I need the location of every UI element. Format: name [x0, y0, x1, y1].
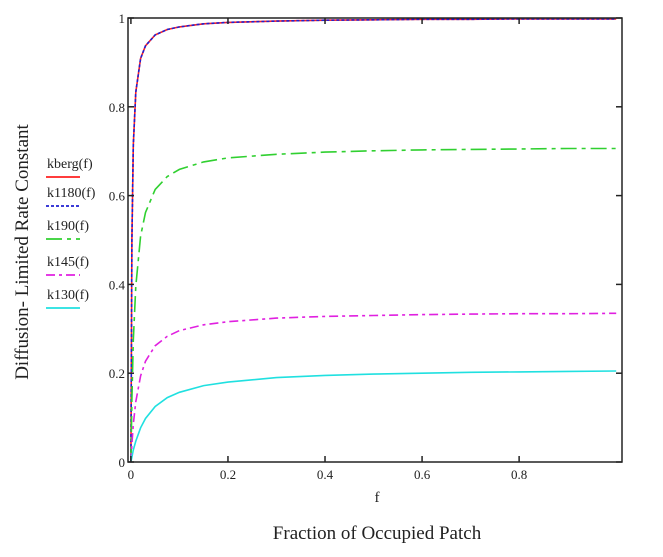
- series-line-k145f: [130, 312, 617, 463]
- x-axis-label-description: Fraction of Occupied Patch: [273, 523, 482, 544]
- y-tick-label: 1: [119, 11, 126, 26]
- y-tick-label: 0.8: [109, 100, 125, 115]
- x-tick-label: 0: [128, 467, 135, 482]
- series-lines: [130, 18, 617, 463]
- legend-label: k130(f): [47, 288, 89, 303]
- x-tick-label: 0.2: [220, 467, 236, 482]
- x-tick-label: 0.4: [317, 467, 334, 482]
- legend: kberg(f) k1180(f) k190(f) k145(f) k130(f): [46, 157, 96, 309]
- y-tick-label: 0.4: [109, 277, 126, 292]
- y-tick-label: 0: [119, 455, 126, 470]
- legend-label: kberg(f): [47, 157, 93, 172]
- y-tick-label: 0.6: [109, 189, 126, 204]
- x-axis-label: f: [375, 490, 380, 506]
- legend-label: k190(f): [47, 219, 89, 234]
- series-line-kbergf: [130, 18, 617, 463]
- ticks: 0 0.2 0.4 0.6 0.8 0 0.2 0.4 0.6 0.8 1: [109, 11, 622, 482]
- legend-label: k145(f): [47, 255, 89, 270]
- y-axis-label: Diffusion- Limited Rate Constant: [12, 123, 33, 379]
- plot-frame: [127, 17, 623, 463]
- legend-label: k1180(f): [47, 186, 96, 201]
- series-line-k1180f: [130, 18, 617, 463]
- x-tick-label: 0.6: [414, 467, 431, 482]
- y-tick-label: 0.2: [109, 366, 125, 381]
- x-tick-label: 0.8: [511, 467, 527, 482]
- series-line-k130f: [130, 370, 617, 463]
- series-line-k190f: [130, 147, 617, 463]
